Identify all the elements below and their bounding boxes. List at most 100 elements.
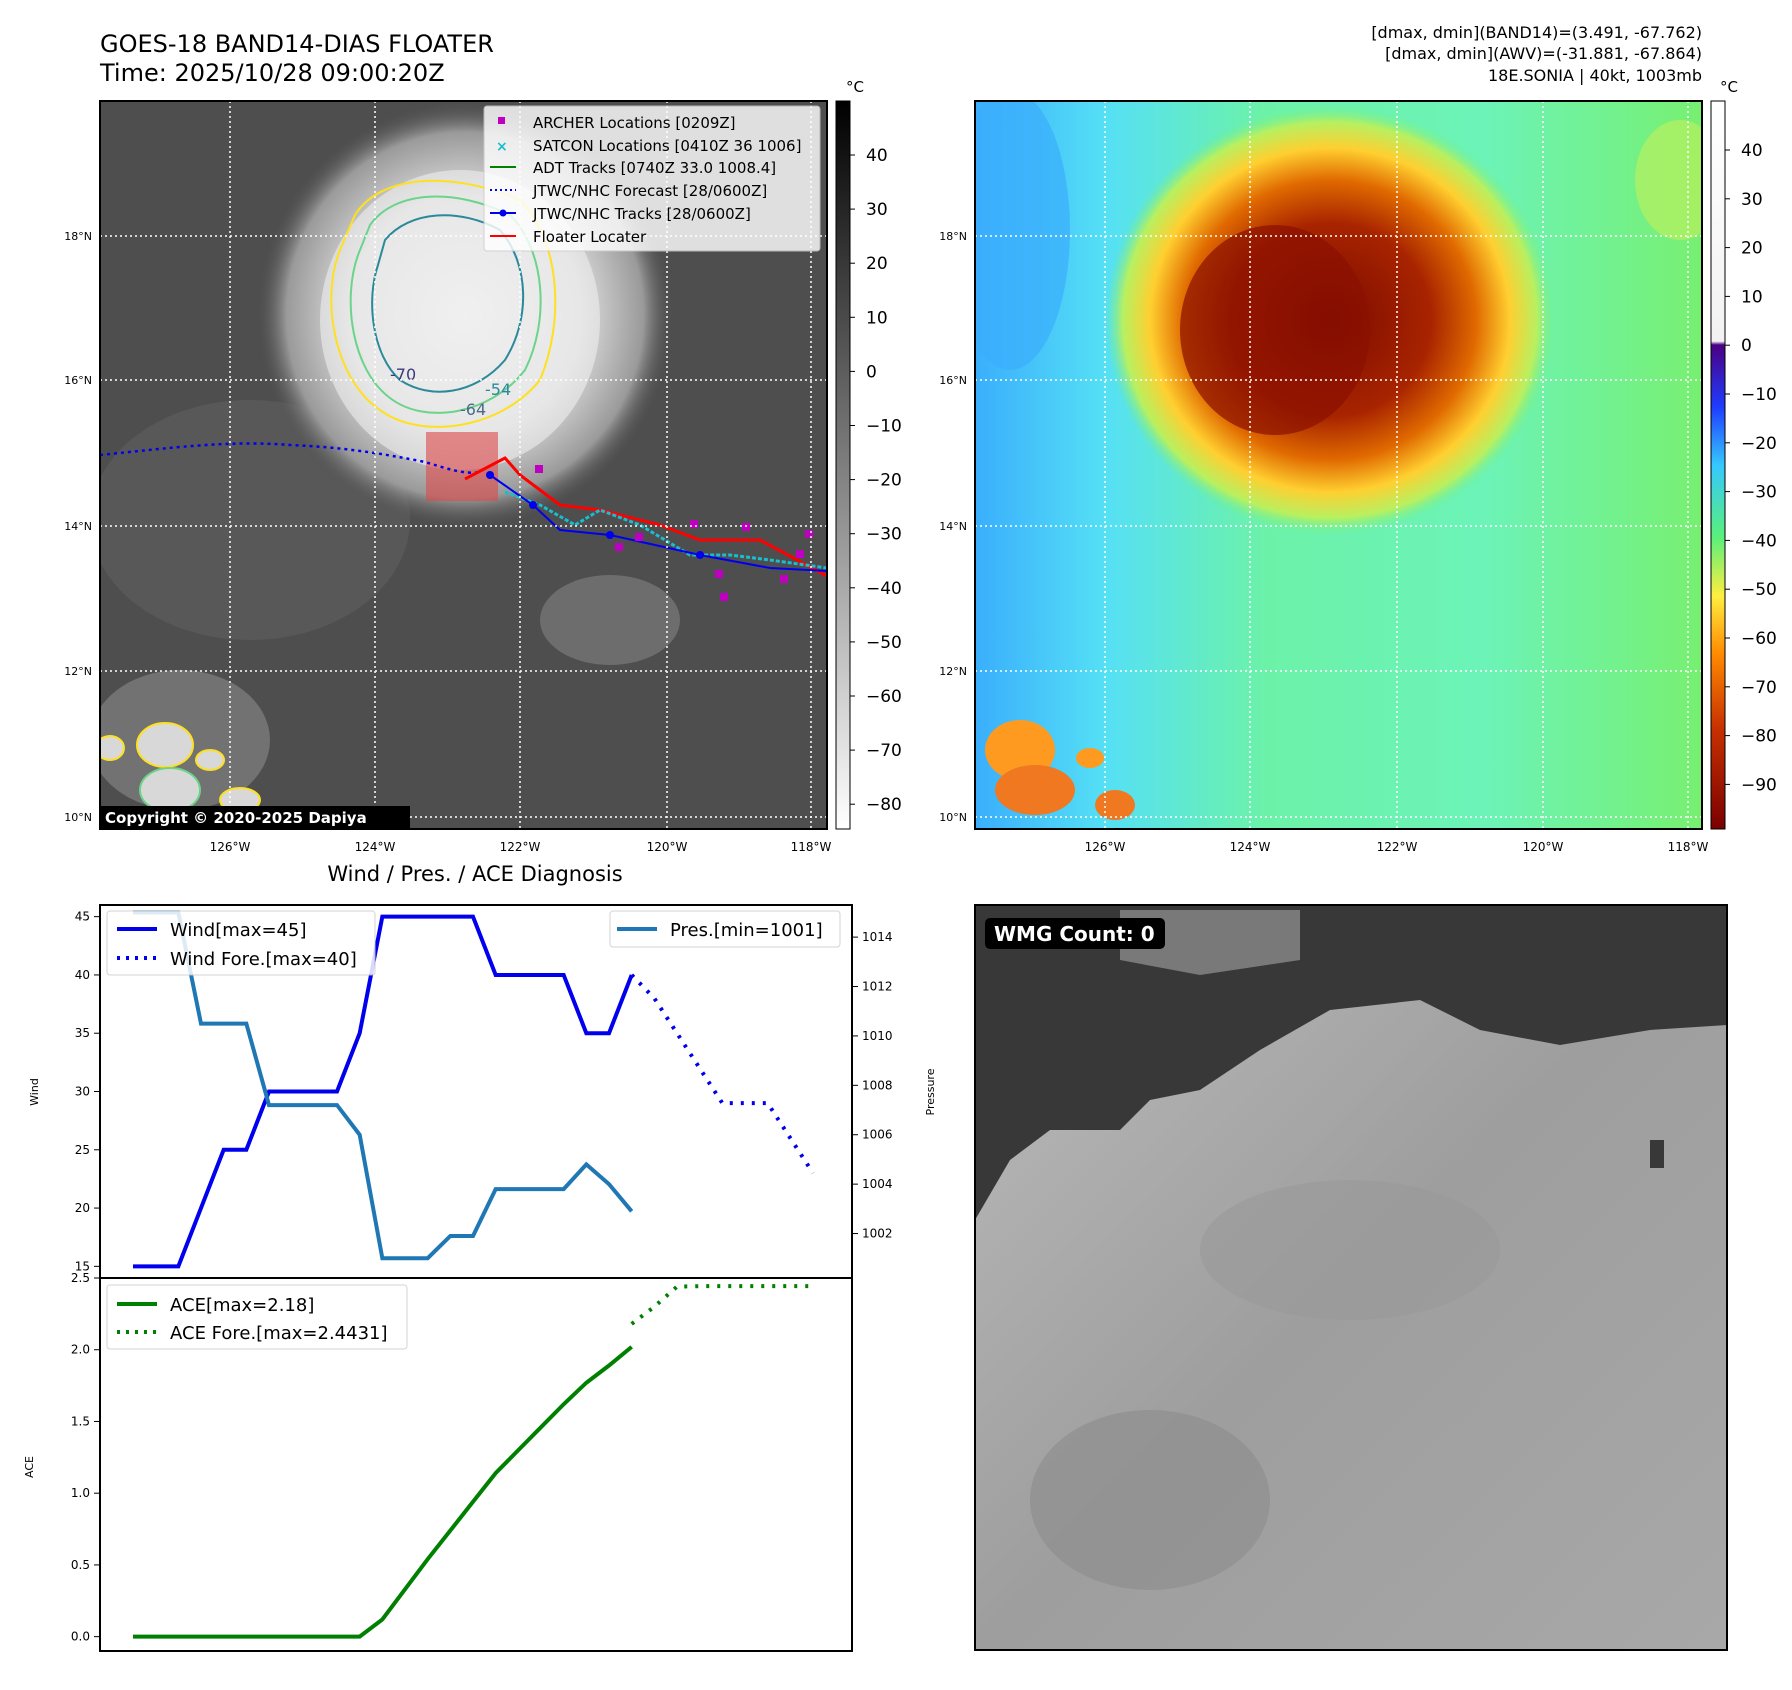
pres-tick-label-3: 1008 (862, 1078, 893, 1092)
ace-tick-label-5: 2.5 (71, 1271, 90, 1285)
ace-tick-label-3: 1.5 (71, 1414, 90, 1428)
ir-lon-124: 124°W (355, 840, 396, 854)
ace-chart: ACE 0.0 0.5 1.0 1.5 2.0 2.5 ACE[max=2.18] ACE… (23, 1271, 853, 1652)
wv-colorbar-tick-label-5: −10 (1741, 385, 1777, 405)
wind-pres-chart: Wind Pressure 15 20 25 30 35 40 45 1002 1004 100… (28, 904, 937, 1279)
pres-tick-label-0: 1002 (862, 1227, 893, 1241)
wv-lat-labels: 18°N 16°N 14°N 12°N 10°N (939, 230, 967, 824)
ir-legend: ARCHER Locations [0209Z] × SATCON Locati… (483, 105, 821, 252)
ir-lon-122: 122°W (500, 840, 541, 854)
legend-archer: ARCHER Locations [0209Z] (533, 114, 736, 132)
ir-lon-126: 126°W (210, 840, 251, 854)
pressure-axis-label: Pressure (924, 1068, 937, 1115)
dmax-awv-readout: [dmax, dmin](AWV)=(-31.881, -67.864) (1385, 44, 1702, 63)
ace-tick-label-0: 0.0 (71, 1630, 90, 1644)
wv-lat-12: 12°N (939, 665, 967, 678)
wv-colorbar: °C 40 30 20 10 0 −10 −20 −30 −40 −50 −60 −70 −80 −90 (1710, 78, 1777, 830)
contour-label-64: -64 (460, 400, 486, 419)
wv-lat-14: 14°N (939, 520, 967, 533)
ir-colorbar: °C 40 30 20 10 0 −10 −20 −30 −40 −50 −60 −70 −80 (835, 78, 902, 830)
archer-markers (535, 465, 813, 601)
ir-lon-120: 120°W (647, 840, 688, 854)
wv-panel (974, 100, 1703, 830)
wv-colorbar-tick-label-12: −80 (1741, 727, 1777, 747)
ir-colorbar-unit: °C (846, 78, 864, 96)
wind-axis-label: Wind (28, 1078, 41, 1106)
wv-lon-124: 124°W (1230, 840, 1271, 854)
ir-lat-10: 10°N (64, 811, 92, 824)
wv-grid (975, 101, 1702, 829)
pres-legend (609, 910, 841, 948)
contour-label-54: -54 (485, 380, 511, 399)
legend-floater: Floater Locater (533, 228, 647, 246)
wv-lon-labels: 126°W 124°W 122°W 120°W 118°W (1085, 840, 1709, 854)
pres-tick-label-4: 1010 (862, 1029, 893, 1043)
wv-lat-18: 18°N (939, 230, 967, 243)
pres-tick-label-2: 1006 (862, 1128, 893, 1142)
series-wind (133, 914, 634, 1269)
ir-colorbar-tick-label-5: −10 (866, 417, 902, 437)
storm-info: 18E.SONIA | 40kt, 1003mb (1488, 66, 1702, 85)
ir-colorbar-tick-label-10: −60 (866, 687, 902, 707)
wv-lon-126: 126°W (1085, 840, 1126, 854)
ir-lon-labels: 126°W 124°W 122°W 120°W 118°W (210, 840, 832, 854)
satcon-track (504, 490, 827, 570)
ir-panel: -54 -64 -70 (99, 100, 828, 830)
ir-colorbar-tick-label-6: −20 (866, 471, 902, 491)
ir-lat-14: 14°N (64, 520, 92, 533)
ir-colorbar-tick-label-2: 20 (866, 254, 888, 274)
wmg-count: WMG Count: 0 (994, 922, 1155, 946)
wv-lat-16: 16°N (939, 374, 967, 387)
legend-ace: ACE[max=2.18] (170, 1295, 314, 1316)
ir-colorbar-tick-label-3: 10 (866, 308, 888, 328)
ace-tick-label-2: 1.0 (71, 1486, 90, 1500)
wv-lat-10: 10°N (939, 811, 967, 824)
floater-track (464, 456, 827, 578)
ir-lat-16: 16°N (64, 374, 92, 387)
wind-tick-label-2: 25 (75, 1143, 90, 1157)
wv-colorbar-tick-label-7: −30 (1741, 483, 1777, 503)
series-wind-fore (630, 973, 815, 1175)
legend-adt: ADT Tracks [0740Z 33.0 1008.4] (533, 159, 776, 177)
ir-colorbar-tick-label-12: −80 (866, 795, 902, 815)
wmg-count-badge (985, 918, 1165, 949)
wind-tick-label-3: 30 (75, 1085, 90, 1099)
wv-lon-122: 122°W (1377, 840, 1418, 854)
figure-time: Time: 2025/10/28 09:00:20Z (99, 59, 445, 87)
forecast-track (100, 442, 481, 474)
ace-legend (106, 1284, 408, 1350)
ir-colorbar-tick-label-1: 30 (866, 200, 888, 220)
wind-tick-label-5: 40 (75, 968, 90, 982)
ir-colorbar-tick-label-7: −30 (866, 525, 902, 545)
satcon-legend-icon: × (496, 139, 508, 155)
series-ace (133, 1345, 633, 1639)
contour-green (349, 195, 542, 414)
contour-label-70: -70 (390, 365, 416, 384)
wv-colorbar-unit: °C (1720, 78, 1738, 96)
wv-lon-120: 120°W (1523, 840, 1564, 854)
wind-tick-label-4: 35 (75, 1026, 90, 1040)
wind-tick-label-6: 45 (75, 910, 90, 924)
chart-title: Wind / Pres. / ACE Diagnosis (327, 862, 622, 886)
legend-wind-fore: Wind Fore.[max=40] (170, 949, 357, 970)
ace-tick-label-4: 2.0 (71, 1343, 90, 1357)
wv-colorbar-tick-label-3: 10 (1741, 287, 1763, 307)
legend-wind: Wind[max=45] (170, 920, 307, 941)
ir-colorbar-tick-label-0: 40 (866, 146, 888, 166)
ir-colorbar-tick-label-4: 0 (866, 362, 877, 382)
legend-pres: Pres.[min=1001] (670, 920, 823, 941)
wv-colorbar-tick-label-13: −90 (1741, 775, 1777, 795)
wv-colorbar-tick-label-2: 20 (1741, 239, 1763, 259)
legend-satcon: SATCON Locations [0410Z 36 1006] (533, 137, 801, 155)
ir-lat-labels: 18°N 16°N 14°N 12°N 10°N (64, 230, 92, 824)
wv-colorbar-tick-label-1: 30 (1741, 190, 1763, 210)
wind-tick-label-0: 15 (75, 1259, 90, 1273)
ir-lon-118: 118°W (791, 840, 832, 854)
wv-colorbar-tick-label-11: −70 (1741, 678, 1777, 698)
ace-axis-label: ACE (23, 1456, 36, 1478)
wv-colorbar-tick-label-4: 0 (1741, 336, 1752, 356)
dmax-band14-readout: [dmax, dmin](BAND14)=(3.491, -67.762) (1371, 23, 1702, 42)
ir-lat-18: 18°N (64, 230, 92, 243)
contour-teal (371, 214, 525, 393)
